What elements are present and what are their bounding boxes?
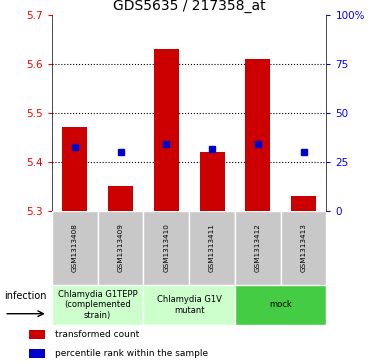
Bar xyxy=(245,58,270,211)
Text: GSM1313411: GSM1313411 xyxy=(209,223,215,272)
Text: transformed count: transformed count xyxy=(55,330,139,339)
Bar xyxy=(144,211,189,285)
Text: GSM1313412: GSM1313412 xyxy=(255,223,261,272)
Text: mock: mock xyxy=(269,301,292,309)
Bar xyxy=(235,285,326,325)
Bar xyxy=(98,211,144,285)
Bar xyxy=(235,211,281,285)
Bar xyxy=(189,211,235,285)
Bar xyxy=(29,349,45,358)
Bar xyxy=(281,211,326,285)
Text: GSM1313409: GSM1313409 xyxy=(118,223,124,272)
Bar xyxy=(52,285,144,325)
Bar xyxy=(62,127,88,211)
Bar xyxy=(29,330,45,339)
Bar xyxy=(154,49,179,211)
Text: Chlamydia G1TEPP
(complemented
strain): Chlamydia G1TEPP (complemented strain) xyxy=(58,290,138,320)
Text: GSM1313413: GSM1313413 xyxy=(301,223,306,272)
Text: GSM1313408: GSM1313408 xyxy=(72,223,78,272)
Text: infection: infection xyxy=(4,291,47,301)
Bar xyxy=(200,152,225,211)
Bar xyxy=(108,186,133,211)
Bar xyxy=(144,285,235,325)
Bar xyxy=(52,211,98,285)
Text: Chlamydia G1V
mutant: Chlamydia G1V mutant xyxy=(157,295,221,315)
Text: percentile rank within the sample: percentile rank within the sample xyxy=(55,349,209,358)
Text: GSM1313410: GSM1313410 xyxy=(163,223,169,272)
Bar xyxy=(291,196,316,211)
Title: GDS5635 / 217358_at: GDS5635 / 217358_at xyxy=(113,0,266,13)
